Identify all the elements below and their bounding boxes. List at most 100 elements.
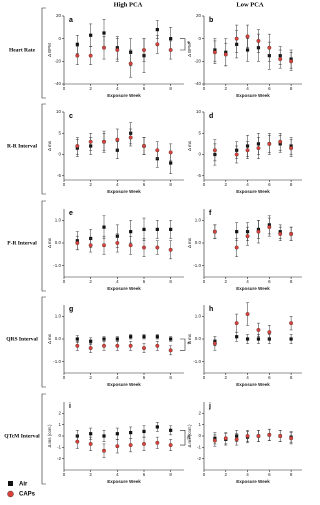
y-axis-label: Δ BPM — [187, 43, 192, 57]
point-caps — [168, 443, 173, 448]
x-tick-label: 6 — [268, 375, 271, 380]
point-caps — [245, 34, 250, 39]
point-air — [289, 337, 293, 341]
x-tick-label: 0 — [203, 279, 206, 284]
x-tick-label: 2 — [89, 279, 92, 284]
y-tick-label: 5 — [198, 130, 201, 135]
point-caps — [234, 36, 239, 41]
point-caps — [115, 241, 120, 245]
x-tick-label: 8 — [290, 375, 293, 380]
point-air — [129, 335, 133, 339]
point-caps — [155, 245, 160, 250]
row-label: P-R Interval — [7, 240, 37, 246]
point-caps — [234, 152, 239, 157]
point-caps — [115, 343, 120, 348]
x-axis-label: Exposure Week — [236, 286, 270, 291]
x-tick-label: 8 — [169, 375, 172, 380]
point-air — [235, 230, 239, 234]
point-air — [245, 337, 250, 341]
point-caps — [234, 321, 239, 326]
point-air — [142, 429, 146, 434]
x-tick-label: 0 — [63, 375, 66, 380]
point-caps — [256, 434, 261, 438]
x-axis-label: Exposure Week — [236, 93, 270, 98]
point-caps — [278, 139, 283, 144]
x-tick-label: 6 — [143, 375, 146, 380]
y-tick-label: 10 — [196, 109, 202, 114]
point-caps — [212, 438, 217, 443]
point-caps — [267, 141, 272, 146]
point-caps — [142, 48, 146, 52]
y-tick-label: -5 — [57, 173, 61, 178]
point-air — [102, 225, 106, 229]
significance-bracket — [180, 430, 186, 446]
point-air — [115, 337, 119, 341]
point-caps — [267, 45, 272, 50]
x-tick-label: 4 — [246, 472, 249, 477]
point-air — [155, 227, 159, 231]
significance-mark: * — [187, 340, 191, 348]
point-air — [169, 37, 173, 41]
point-caps — [223, 436, 228, 441]
row-bracket — [41, 7, 46, 99]
point-caps — [278, 57, 283, 62]
row-bracket — [41, 103, 46, 195]
x-axis-label: Exposure Week — [236, 382, 270, 387]
y-tick-label: -1.0 — [193, 359, 201, 364]
y-tick-label: 2 — [198, 411, 201, 416]
point-caps — [289, 59, 294, 64]
point-air — [169, 337, 173, 341]
panel-letter: h — [209, 306, 213, 313]
panel-letter: i — [69, 403, 71, 410]
point-caps — [256, 327, 261, 332]
x-tick-label: 4 — [116, 86, 119, 91]
point-caps — [212, 229, 217, 234]
y-tick-label: 20 — [196, 13, 202, 18]
point-caps — [115, 444, 120, 449]
column-title: High PCA — [114, 1, 143, 8]
y-tick-label: 0 — [58, 152, 61, 157]
point-caps — [289, 231, 294, 236]
point-caps — [142, 346, 146, 351]
point-air — [155, 28, 159, 32]
point-caps — [245, 148, 250, 153]
point-caps — [245, 434, 250, 438]
point-caps — [115, 48, 120, 52]
x-tick-label: 8 — [290, 279, 293, 284]
y-tick-label: 5 — [58, 130, 61, 135]
point-caps — [168, 150, 173, 155]
y-tick-label: 0 — [198, 433, 201, 438]
point-caps — [155, 440, 160, 445]
point-caps — [88, 243, 93, 248]
x-tick-label: 2 — [89, 375, 92, 380]
point-caps — [267, 432, 272, 437]
x-tick-label: 6 — [268, 182, 271, 187]
row-label: QRS Interval — [6, 336, 38, 342]
point-caps — [142, 245, 146, 250]
point-caps — [115, 137, 120, 142]
point-caps — [267, 330, 272, 335]
point-air — [155, 425, 159, 429]
y-tick-label: -40 — [194, 81, 201, 86]
y-tick-label: 1.0 — [195, 314, 202, 319]
point-caps — [102, 448, 106, 453]
point-caps — [256, 38, 261, 43]
y-tick-label: 20 — [56, 13, 62, 18]
panel-letter: a — [69, 17, 73, 24]
x-tick-label: 4 — [246, 375, 249, 380]
y-axis-label: Δ ms — [47, 140, 52, 151]
x-axis-label: Exposure Week — [107, 286, 141, 291]
point-caps — [212, 341, 217, 346]
x-tick-label: 4 — [246, 86, 249, 91]
point-air — [235, 335, 239, 339]
axes — [63, 402, 184, 471]
x-tick-label: 8 — [169, 86, 172, 91]
x-tick-label: 8 — [290, 472, 293, 477]
x-tick-label: 6 — [268, 279, 271, 284]
x-tick-label: 6 — [268, 472, 271, 477]
point-caps — [102, 45, 106, 50]
x-tick-label: 4 — [116, 279, 119, 284]
point-caps — [168, 348, 173, 353]
row-label: Heart Rate — [9, 47, 36, 53]
x-tick-label: 8 — [290, 182, 293, 187]
